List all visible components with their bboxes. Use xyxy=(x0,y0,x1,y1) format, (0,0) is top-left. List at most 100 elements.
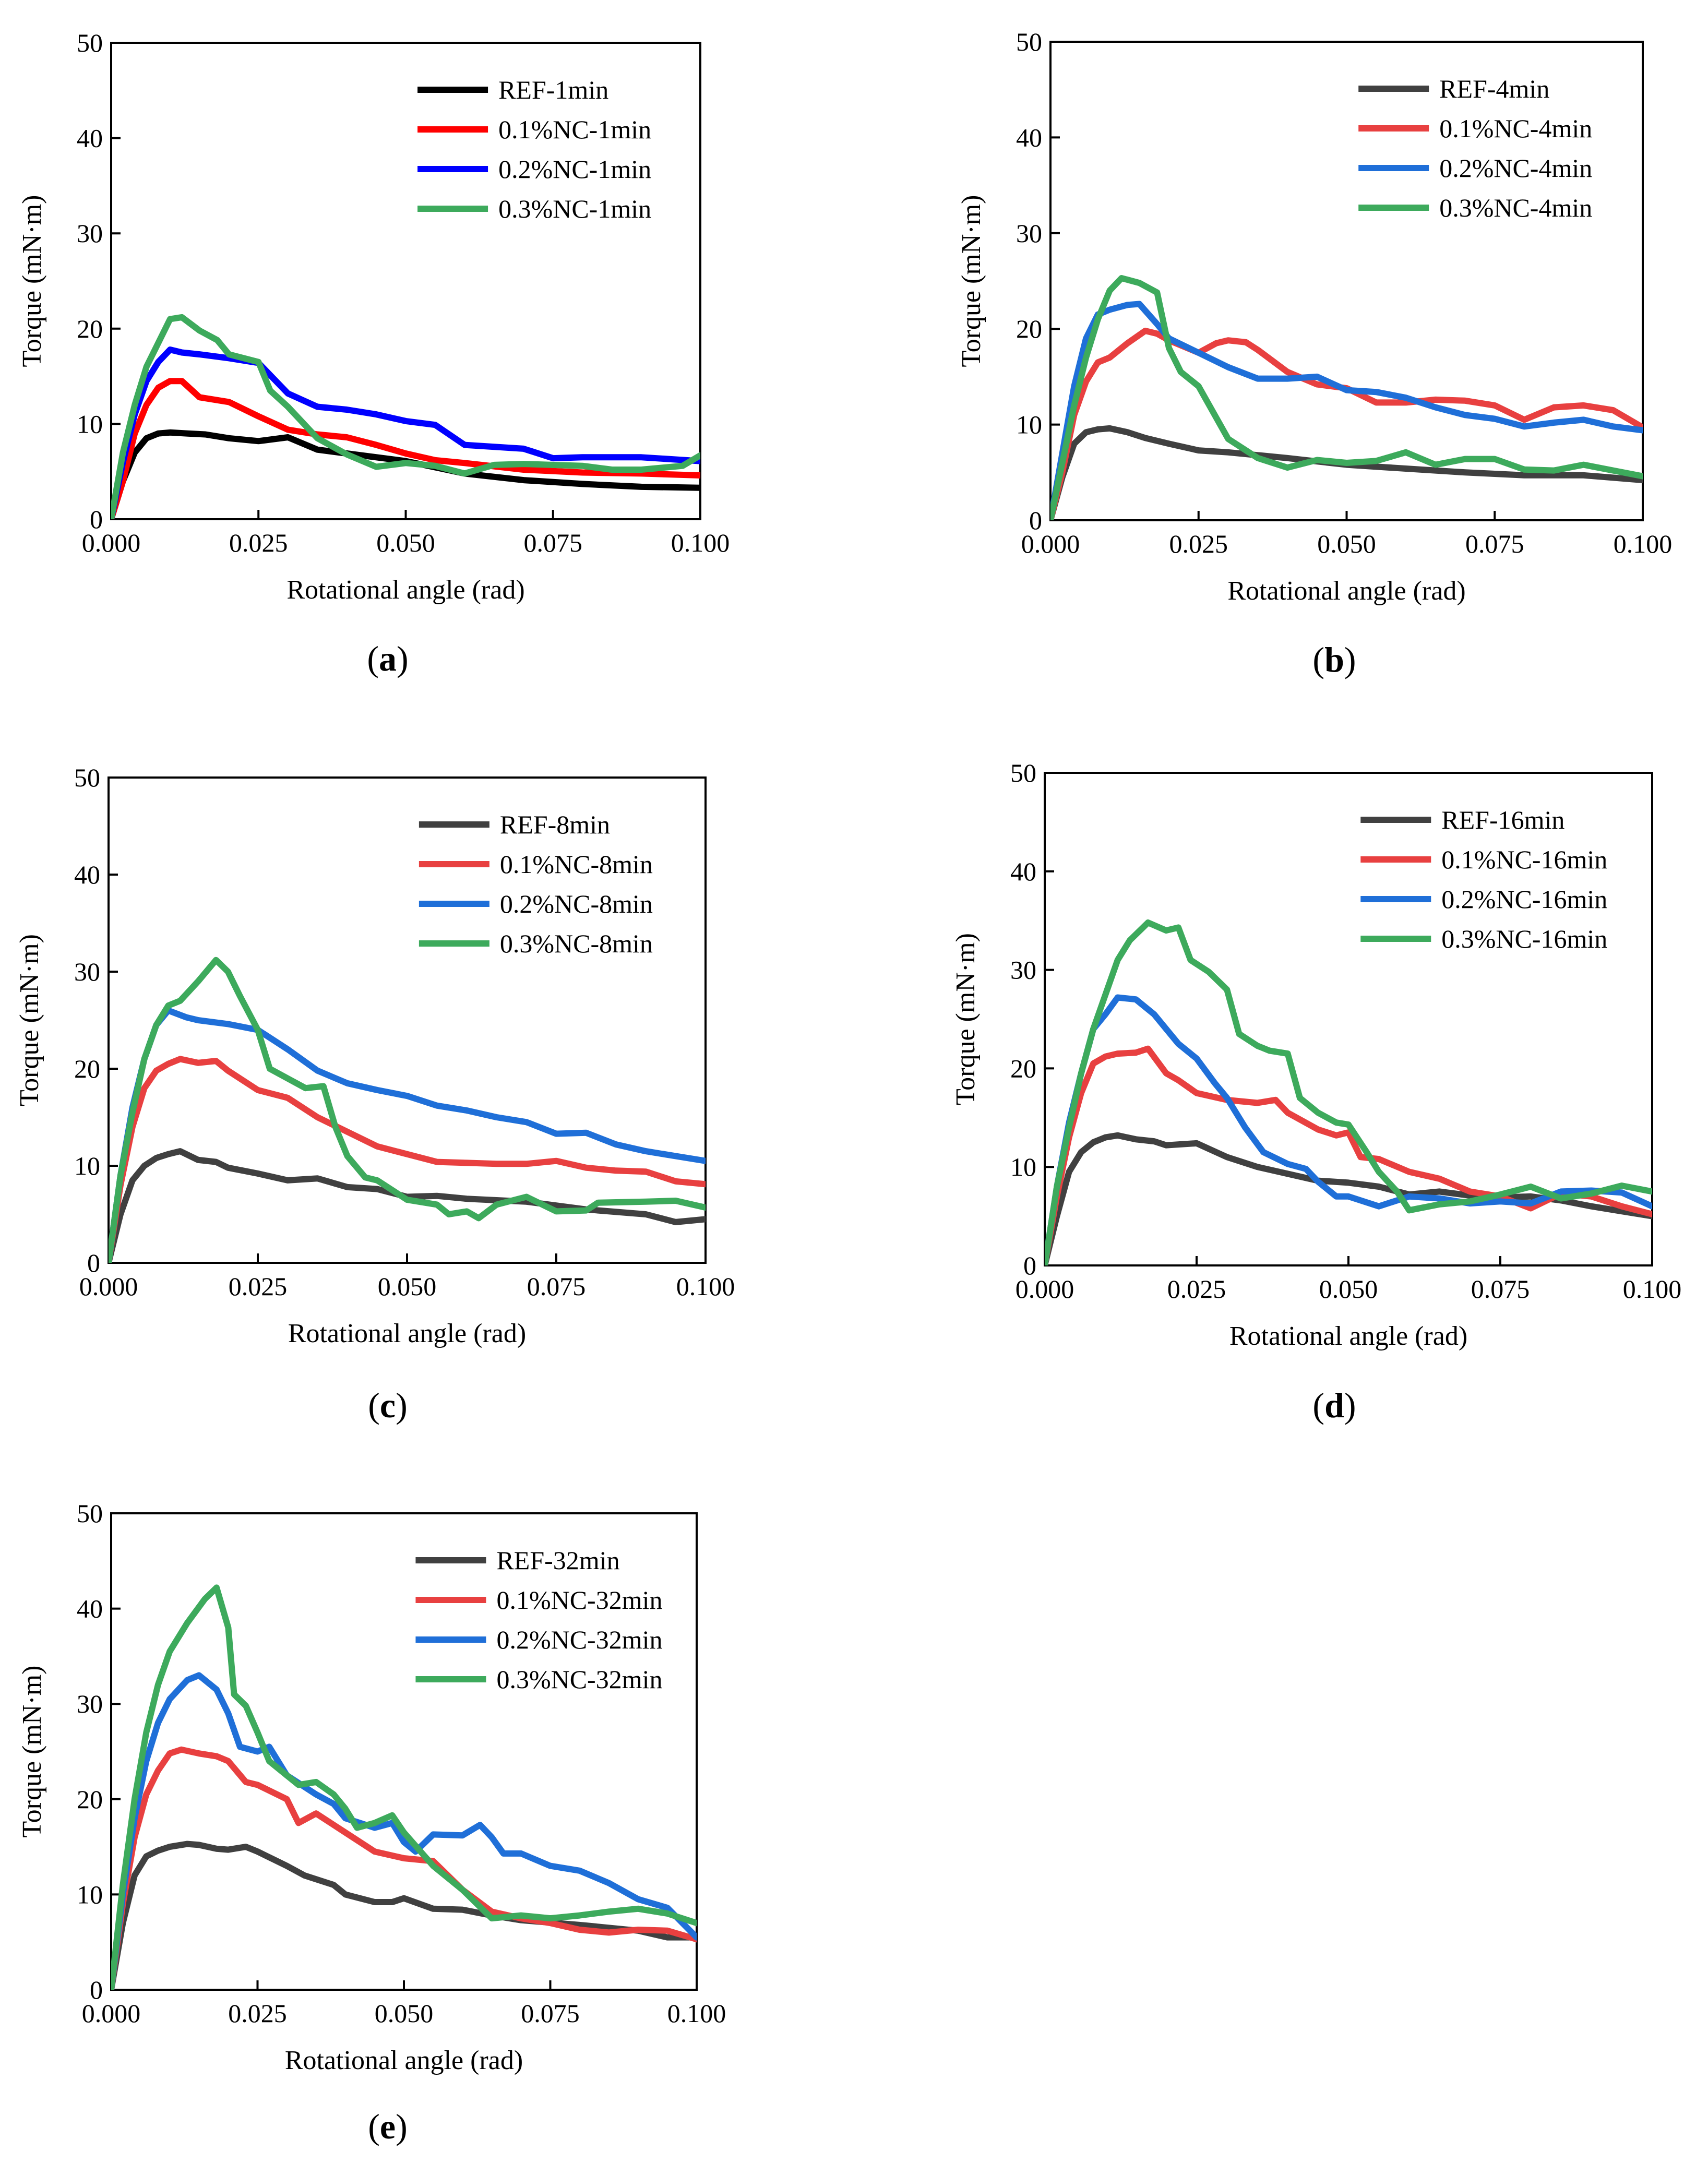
legend-label: 0.2%NC-16min xyxy=(1441,885,1607,914)
x-axis-title: Rotational angle (rad) xyxy=(288,1319,526,1348)
x-axis-title: Rotational angle (rad) xyxy=(286,575,524,605)
y-tick-label: 30 xyxy=(74,957,100,986)
y-tick-label: 50 xyxy=(74,763,100,792)
x-tick-label: 0.075 xyxy=(1471,1274,1530,1304)
series-line-REF-1min xyxy=(111,429,700,519)
y-tick-label: 40 xyxy=(1016,123,1042,152)
legend-label: REF-4min xyxy=(1439,74,1549,103)
x-tick-label: 0.075 xyxy=(524,528,583,557)
plot-frame xyxy=(110,42,701,520)
y-tick-label: 20 xyxy=(74,1054,100,1083)
legend-label: 0.1%NC-32min xyxy=(496,1585,662,1615)
panel-label: (d) xyxy=(1312,1385,1356,1425)
y-tick-label: 20 xyxy=(1010,1054,1036,1083)
panel-label: (e) xyxy=(368,2107,408,2146)
chart-panel-b: 0.000 0.025 0.050 0.075 0.100 0 10 20 30 40 50 Rota… xyxy=(957,27,1672,679)
y-tick-label: 50 xyxy=(77,1499,103,1528)
y-tick-label: 40 xyxy=(1010,857,1036,886)
x-tick-label: 0.025 xyxy=(1167,1274,1226,1304)
series-line-0.3%NC-4min xyxy=(1050,275,1643,520)
x-axis-title: Rotational angle (rad) xyxy=(1229,1321,1467,1351)
legend-label: REF-16min xyxy=(1441,805,1564,834)
x-tick-label: 0.025 xyxy=(1169,529,1228,558)
y-tick-label: 0 xyxy=(87,1248,100,1277)
y-axis-title: Torque (mN·m) xyxy=(17,1666,47,1838)
y-tick-label: 0 xyxy=(1029,506,1042,535)
legend-label: 0.3%NC-32min xyxy=(496,1665,662,1694)
x-tick-label: 0.025 xyxy=(229,528,288,557)
y-tick-label: 10 xyxy=(1010,1152,1036,1181)
series-line-0.3%NC-16min xyxy=(1045,919,1652,1265)
x-tick-label: 0.025 xyxy=(228,1999,287,2028)
series-line-0.3%NC-1min xyxy=(111,314,700,519)
y-tick-label: 50 xyxy=(1010,758,1036,787)
series-line-REF-32min xyxy=(111,1841,697,1990)
y-tick-label: 10 xyxy=(1016,410,1042,439)
y-tick-label: 40 xyxy=(74,860,100,889)
panel-label: (c) xyxy=(368,1385,408,1425)
x-tick-label: 0.075 xyxy=(527,1272,586,1301)
x-tick-label: 0.075 xyxy=(1465,529,1524,558)
legend-label: REF-1min xyxy=(498,75,608,104)
chart-panel-c: 0.000 0.025 0.050 0.075 0.100 0 10 20 30 40 50 Rota… xyxy=(15,763,735,1425)
legend-label: 0.3%NC-4min xyxy=(1439,193,1592,222)
series-line-0.1%NC-32min xyxy=(111,1746,697,1990)
series-line-0.2%NC-16min xyxy=(1045,994,1652,1265)
legend-label: 0.2%NC-4min xyxy=(1439,153,1592,183)
x-tick-label: 0.050 xyxy=(376,528,435,557)
y-tick-label: 20 xyxy=(77,1785,103,1814)
x-tick-label: 0.000 xyxy=(79,1272,138,1301)
series-line-0.1%NC-4min xyxy=(1050,327,1643,520)
x-tick-label: 0.100 xyxy=(676,1272,735,1301)
legend-label: 0.3%NC-16min xyxy=(1441,924,1607,953)
legend-label: REF-32min xyxy=(496,1546,619,1575)
x-tick-label: 0.050 xyxy=(375,1999,434,2028)
y-tick-label: 10 xyxy=(77,409,103,438)
legend-label: 0.1%NC-4min xyxy=(1439,114,1592,143)
series-line-0.1%NC-1min xyxy=(111,378,700,519)
y-tick-label: 40 xyxy=(77,124,103,153)
x-axis-title: Rotational angle (rad) xyxy=(1227,576,1465,606)
y-axis-title: Torque (mN·m) xyxy=(957,195,986,367)
y-axis-title: Torque (mN·m) xyxy=(951,933,981,1105)
series-line-REF-4min xyxy=(1050,425,1643,520)
chart-panel-e: 0.000 0.025 0.050 0.075 0.100 0 10 20 30 40 50 Rota… xyxy=(17,1499,726,2146)
x-tick-label: 0.050 xyxy=(378,1272,437,1301)
series-line-0.2%NC-32min xyxy=(111,1672,697,1990)
x-axis-title: Rotational angle (rad) xyxy=(285,2046,523,2075)
x-tick-label: 0.075 xyxy=(521,1999,580,2028)
y-tick-label: 0 xyxy=(90,1975,103,2004)
y-axis-title: Torque (mN·m) xyxy=(15,934,44,1106)
y-tick-label: 50 xyxy=(77,28,103,57)
y-axis-title: Torque (mN·m) xyxy=(17,195,47,367)
x-tick-label: 0.000 xyxy=(82,528,141,557)
x-tick-label: 0.000 xyxy=(1021,529,1080,558)
y-tick-label: 10 xyxy=(77,1880,103,1909)
panel-label: (a) xyxy=(367,639,408,678)
y-tick-label: 0 xyxy=(90,505,103,534)
chart-panel-a: 0.000 0.025 0.050 0.075 0.100 0 10 20 30 40 50 Rota… xyxy=(17,28,730,678)
y-tick-label: 20 xyxy=(1016,314,1042,343)
legend-label: 0.3%NC-1min xyxy=(498,194,651,223)
y-tick-label: 30 xyxy=(77,219,103,248)
series-line-0.2%NC-1min xyxy=(111,346,700,519)
chart-panel-d: 0.000 0.025 0.050 0.075 0.100 0 10 20 30 40 50 Rota… xyxy=(951,758,1681,1425)
x-tick-label: 0.100 xyxy=(1614,529,1673,558)
legend-label: 0.2%NC-32min xyxy=(496,1625,662,1654)
series-line-REF-16min xyxy=(1045,1132,1652,1265)
legend-label: REF-8min xyxy=(500,810,610,839)
y-tick-label: 40 xyxy=(77,1594,103,1623)
series-line-0.3%NC-32min xyxy=(111,1584,697,1990)
y-tick-label: 50 xyxy=(1016,27,1042,56)
y-tick-label: 30 xyxy=(1010,955,1036,985)
x-tick-label: 0.100 xyxy=(667,1999,726,2028)
legend-label: 0.1%NC-8min xyxy=(500,850,653,879)
x-tick-label: 0.000 xyxy=(82,1999,141,2028)
series-line-0.2%NC-8min xyxy=(109,1007,706,1263)
y-tick-label: 30 xyxy=(1016,219,1042,248)
x-tick-label: 0.000 xyxy=(1016,1274,1074,1304)
y-tick-label: 20 xyxy=(77,314,103,343)
legend-label: 0.2%NC-8min xyxy=(500,889,653,918)
legend-label: 0.1%NC-16min xyxy=(1441,845,1607,874)
y-tick-label: 0 xyxy=(1023,1251,1036,1280)
